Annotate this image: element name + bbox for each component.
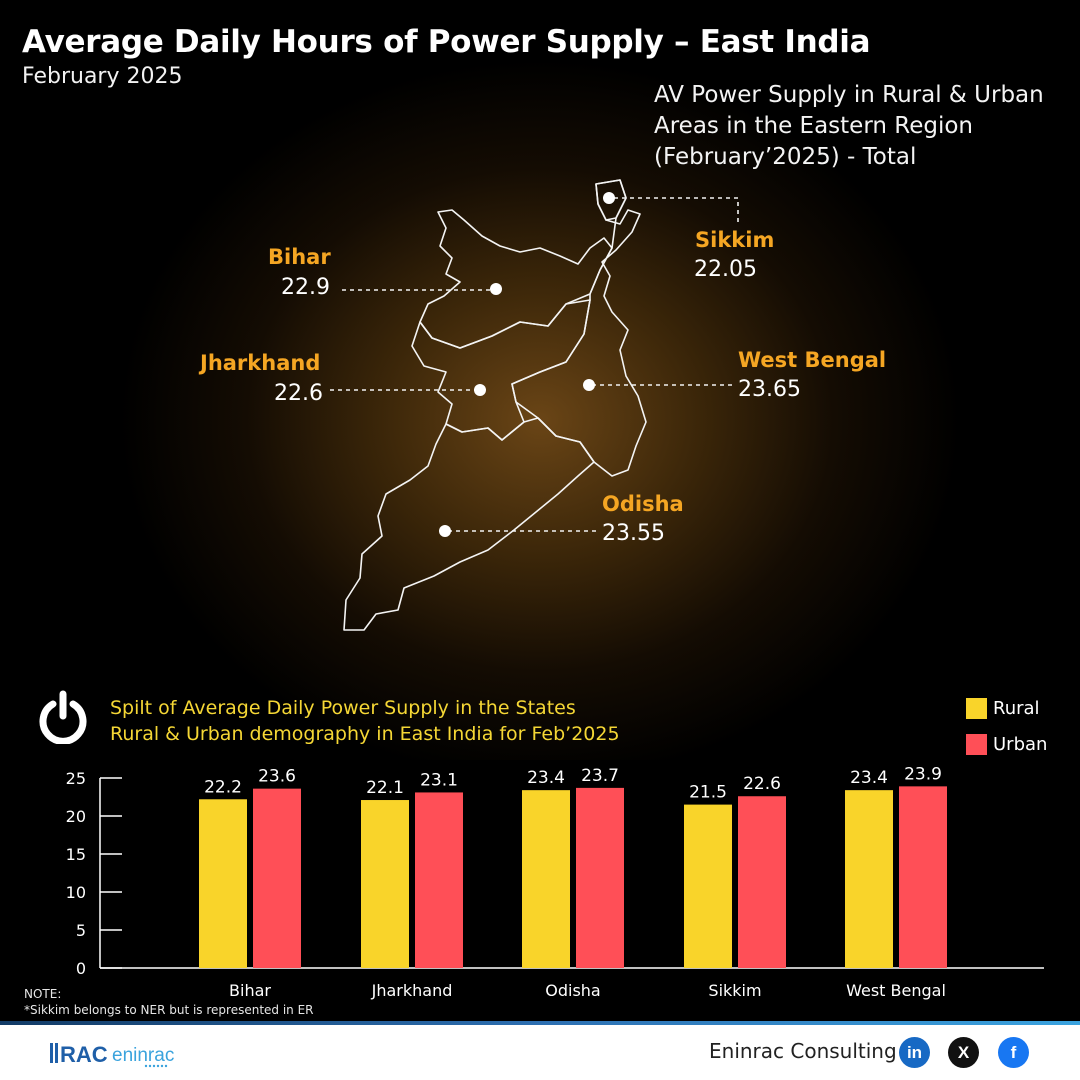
svg-text:RAC: RAC — [60, 1042, 108, 1067]
x-tick-label: Jharkhand — [371, 981, 453, 1000]
map-label-odisha-name: Odisha — [602, 492, 684, 516]
legend-item-rural: Rural — [966, 696, 1047, 720]
bar-urban-jharkhand — [415, 792, 463, 968]
note: NOTE: *Sikkim belongs to NER but is repr… — [24, 986, 314, 1018]
map-label-bihar-name: Bihar — [268, 245, 331, 269]
data-label: 23.7 — [581, 766, 619, 786]
legend-label-urban: Urban — [993, 733, 1048, 755]
state-outline-sikkim — [595, 179, 627, 221]
marker-west-bengal — [583, 379, 595, 391]
y-tick-label: 0 — [76, 959, 86, 978]
chart-legend: Rural Urban — [966, 696, 1047, 768]
map-label-west-bengal-value: 23.65 — [738, 377, 801, 402]
data-label: 21.5 — [689, 783, 727, 803]
x-tick-label: Bihar — [229, 981, 271, 1000]
map-label-jharkhand-name: Jharkhand — [200, 351, 321, 375]
data-label: 22.1 — [366, 778, 404, 798]
data-label: 23.4 — [527, 768, 565, 788]
bar-rural-bihar — [199, 799, 247, 968]
bar-rural-west-bengal — [845, 790, 893, 968]
east-india-map — [330, 179, 739, 631]
x-icon[interactable]: X — [948, 1037, 979, 1068]
brand-name: Eninrac Consulting — [709, 1039, 897, 1063]
map-label-jharkhand-value: 22.6 — [274, 381, 323, 406]
map-label-sikkim-name: Sikkim — [695, 228, 775, 252]
legend-label-rural: Rural — [993, 697, 1040, 719]
y-tick-label: 25 — [66, 769, 86, 788]
data-label: 23.9 — [904, 764, 942, 784]
chart-title-line-1: Spilt of Average Daily Power Supply in t… — [110, 697, 576, 719]
bar-chart: 0 5 10 15 20 25 22.2 23.6 Bihar 22.1 23.1 Jharkhand… — [66, 764, 1044, 1000]
marker-bihar — [490, 283, 502, 295]
bar-urban-odisha — [576, 787, 624, 968]
marker-jharkhand — [474, 384, 486, 396]
footer-divider — [0, 1021, 1080, 1025]
map-label-west-bengal-name: West Bengal — [738, 348, 887, 372]
facebook-icon[interactable]: f — [998, 1037, 1029, 1068]
bar-urban-bihar — [253, 788, 301, 968]
background-glow — [0, 0, 1080, 760]
map-label-sikkim-value: 22.05 — [694, 257, 757, 282]
map-caption: AV Power Supply in Rural & Urban Areas i… — [654, 82, 1044, 170]
marker-sikkim — [603, 192, 615, 204]
eninrac-logo: RAC eninrac — [50, 1042, 174, 1068]
data-label: 23.6 — [258, 767, 296, 787]
state-outline-west-bengal — [511, 179, 647, 477]
data-label: 22.6 — [743, 774, 781, 794]
y-tick-label: 15 — [66, 845, 86, 864]
marker-odisha — [439, 525, 451, 537]
bar-rural-sikkim — [684, 804, 732, 968]
linkedin-icon[interactable]: in — [899, 1037, 930, 1068]
map-label-odisha-value: 23.55 — [602, 521, 665, 546]
footer: RAC eninrac Eninrac Consulting in X f — [0, 1025, 1080, 1080]
state-outline-odisha — [343, 417, 595, 631]
y-tick-label: 20 — [66, 807, 86, 826]
legend-swatch-rural — [966, 697, 987, 719]
power-icon — [39, 690, 87, 744]
y-tick-label: 5 — [76, 921, 86, 940]
data-label: 22.2 — [204, 777, 242, 797]
bar-urban-sikkim — [738, 796, 786, 968]
page-title: Average Daily Hours of Power Supply – Ea… — [22, 24, 871, 60]
bar-rural-jharkhand — [361, 800, 409, 968]
legend-item-urban: Urban — [966, 732, 1047, 756]
page-subtitle: February 2025 — [22, 64, 183, 89]
leader-line-sikkim — [614, 197, 739, 222]
legend-swatch-urban — [966, 733, 987, 755]
x-tick-label: Sikkim — [708, 981, 761, 1000]
bar-rural-odisha — [522, 790, 570, 968]
map-label-bihar-value: 22.9 — [281, 275, 330, 300]
bar-urban-west-bengal — [899, 786, 947, 968]
data-label: 23.4 — [850, 768, 888, 788]
chart-title: Spilt of Average Daily Power Supply in t… — [110, 695, 620, 747]
x-tick-label: West Bengal — [846, 981, 946, 1000]
data-label: 23.1 — [420, 770, 458, 790]
x-tick-label: Odisha — [545, 981, 600, 1000]
svg-text:eninrac: eninrac — [112, 1045, 174, 1066]
chart-title-line-2: Rural & Urban demography in East India f… — [110, 723, 620, 745]
note-title: NOTE: — [24, 987, 62, 1001]
note-text: *Sikkim belongs to NER but is represente… — [24, 1003, 314, 1017]
y-tick-label: 10 — [66, 883, 86, 902]
